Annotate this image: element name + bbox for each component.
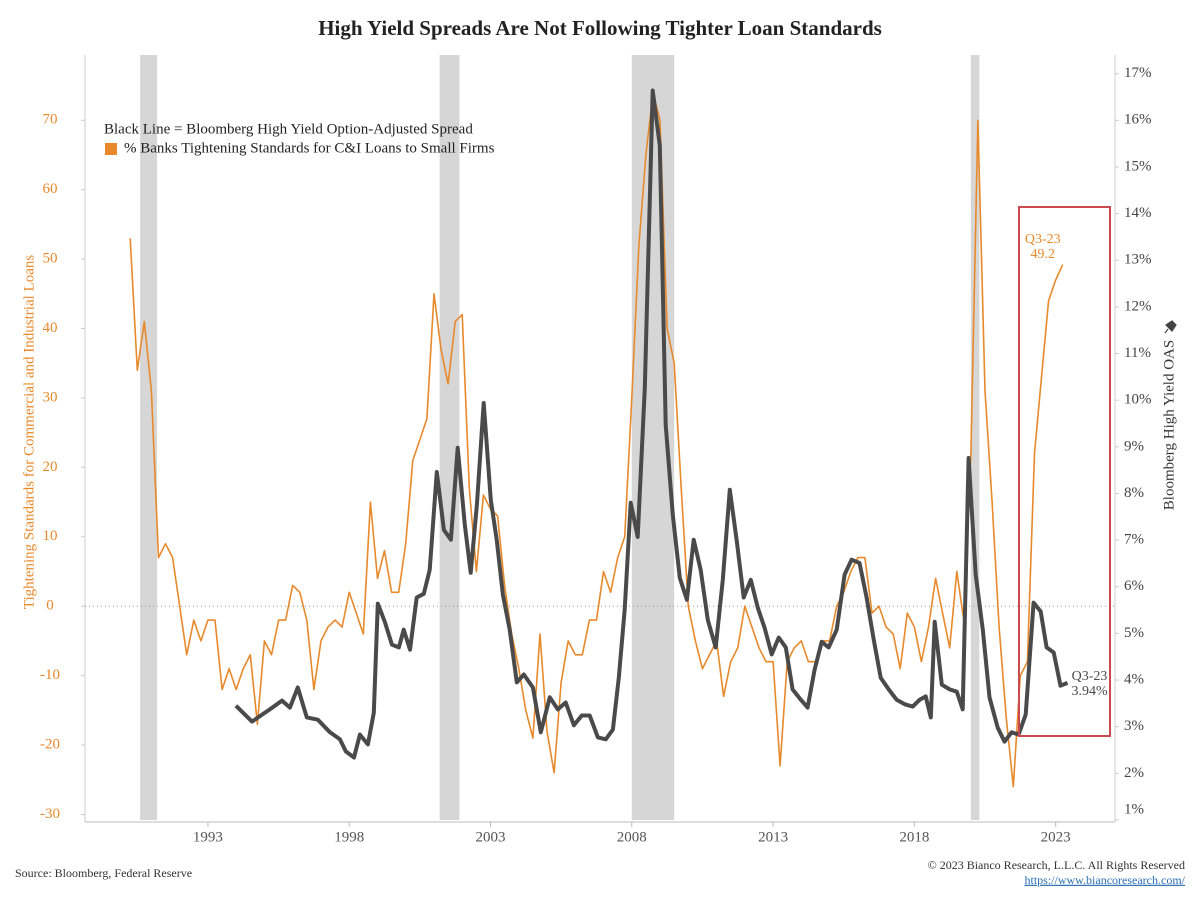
legend-label: % Banks Tightening Standards for C&I Loa… <box>124 140 495 156</box>
end-label: Q3-23 <box>1025 232 1061 247</box>
y2-tick-label: 1% <box>1124 801 1144 817</box>
y2-tick-label: 13% <box>1124 252 1152 268</box>
y2-tick-label: 6% <box>1124 578 1144 594</box>
y2-tick-label: 4% <box>1124 671 1144 687</box>
y2-axis-label: Bloomberg High Yield OAS <box>1161 340 1177 510</box>
y2-tick-label: 11% <box>1124 345 1151 361</box>
x-tick-label: 2023 <box>1041 829 1071 845</box>
y-tick-label: 60 <box>43 181 58 197</box>
recession-band <box>140 55 158 820</box>
end-label: 3.94% <box>1071 684 1108 699</box>
y-tick-label: -30 <box>40 806 60 822</box>
y-tick-label: -20 <box>40 736 60 752</box>
x-tick-label: 2008 <box>617 829 647 845</box>
y2-tick-label: 2% <box>1124 765 1144 781</box>
url[interactable]: https://www.biancoresearch.com/ <box>1024 873 1185 887</box>
y2-tick-label: 15% <box>1124 158 1152 174</box>
legend-swatch <box>105 143 117 155</box>
end-label: Q3-23 <box>1072 669 1108 684</box>
y-tick-label: 70 <box>43 112 58 128</box>
x-tick-label: 2018 <box>899 829 929 845</box>
x-tick-label: 2003 <box>476 829 506 845</box>
y2-tick-label: 14% <box>1124 205 1152 221</box>
x-tick-label: 2013 <box>758 829 788 845</box>
source: Source: Bloomberg, Federal Reserve <box>15 866 192 880</box>
x-tick-label: 1993 <box>193 829 223 845</box>
y2-tick-label: 16% <box>1124 112 1152 128</box>
y2-tick-label: 8% <box>1124 485 1144 501</box>
chart-title: High Yield Spreads Are Not Following Tig… <box>318 16 882 40</box>
end-label: 49.2 <box>1030 247 1055 262</box>
x-tick-label: 1998 <box>334 829 364 845</box>
y-tick-label: 40 <box>43 320 58 336</box>
y-tick-label: 10 <box>43 528 58 544</box>
y-tick-label: -10 <box>40 667 60 683</box>
pin-icon <box>1164 320 1177 334</box>
y2-tick-label: 12% <box>1124 298 1152 314</box>
y2-tick-label: 3% <box>1124 718 1144 734</box>
series-line <box>129 91 1064 788</box>
y2-tick-label: 7% <box>1124 532 1144 548</box>
legend-label: Black Line = Bloomberg High Yield Option… <box>104 121 473 137</box>
y-tick-label: 30 <box>43 389 58 405</box>
recession-band <box>970 55 980 820</box>
y2-tick-label: 10% <box>1124 392 1152 408</box>
recession-band <box>439 55 460 820</box>
y2-tick-label: 5% <box>1124 625 1144 641</box>
copyright: © 2023 Bianco Research, L.L.C. All Right… <box>928 858 1185 872</box>
y-axis-label: Tightening Standards for Commercial and … <box>21 255 37 610</box>
y-tick-label: 0 <box>46 598 54 614</box>
highlight-box <box>1018 206 1111 737</box>
plot-area: -30 -20 -10 0 10 20 30 40 50 60 70 1% 2% 3% 4% 5% 6% 7% 8%… <box>40 55 1152 845</box>
y-tick-label: 20 <box>43 459 58 475</box>
y2-tick-label: 17% <box>1124 65 1152 81</box>
y2-tick-label: 9% <box>1124 438 1144 454</box>
y-tick-label: 50 <box>43 251 58 267</box>
series-line <box>234 88 1069 760</box>
